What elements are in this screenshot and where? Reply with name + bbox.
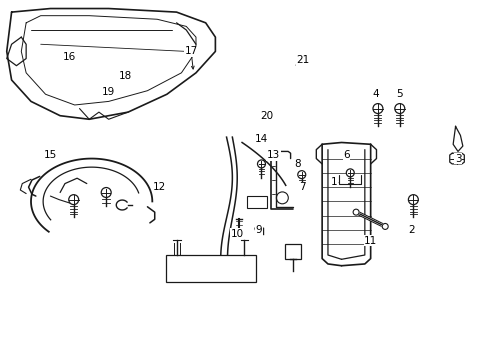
Text: 3: 3: [454, 154, 460, 163]
Circle shape: [394, 104, 404, 113]
Circle shape: [101, 188, 111, 198]
Circle shape: [297, 171, 305, 179]
Text: 19: 19: [102, 87, 115, 98]
Bar: [165, 255, 255, 282]
Circle shape: [407, 195, 417, 204]
Text: 21: 21: [296, 55, 309, 65]
Circle shape: [346, 169, 353, 177]
Circle shape: [382, 224, 387, 229]
Circle shape: [352, 209, 358, 215]
Text: 1: 1: [330, 177, 337, 187]
Text: 5: 5: [396, 89, 402, 99]
Text: 8: 8: [294, 159, 301, 169]
Text: 17: 17: [184, 46, 197, 57]
Text: 16: 16: [63, 52, 76, 62]
Text: 10: 10: [230, 229, 244, 239]
Text: 11: 11: [363, 236, 377, 246]
Text: 7: 7: [299, 182, 305, 192]
Bar: [285, 243, 300, 260]
Text: 20: 20: [259, 111, 272, 121]
Text: 15: 15: [44, 150, 57, 160]
Circle shape: [372, 104, 382, 113]
Text: 6: 6: [343, 150, 349, 160]
Text: 13: 13: [266, 150, 280, 160]
Bar: [246, 196, 266, 208]
Text: 14: 14: [254, 134, 267, 144]
Circle shape: [69, 195, 79, 204]
Text: 9: 9: [255, 225, 262, 235]
Text: 12: 12: [153, 182, 166, 192]
Text: 2: 2: [408, 225, 414, 235]
Text: 4: 4: [371, 89, 378, 99]
Circle shape: [257, 160, 265, 168]
Text: 18: 18: [119, 71, 132, 81]
